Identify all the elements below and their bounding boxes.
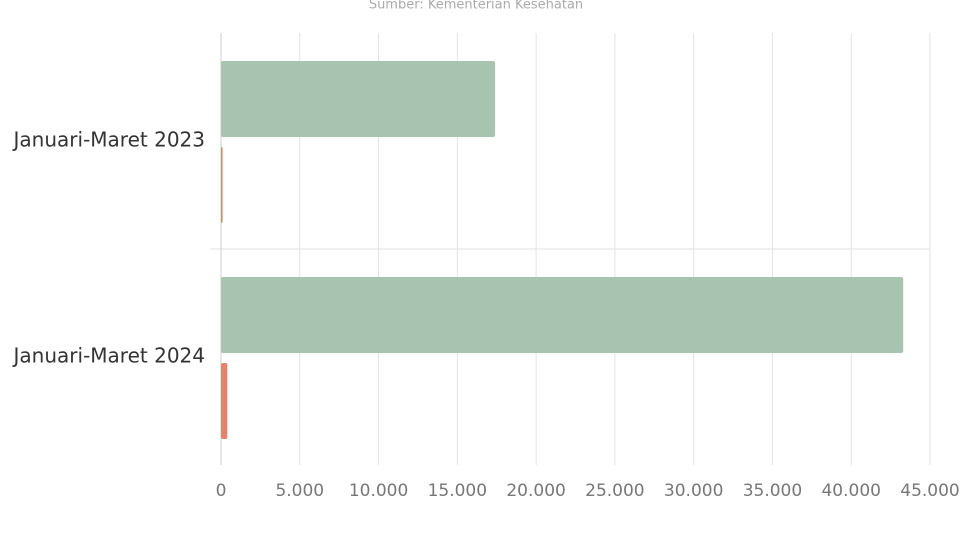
bar — [221, 363, 228, 439]
x-tick-label: 20.000 — [506, 481, 565, 501]
x-tick-label: 5.000 — [275, 481, 324, 501]
bar — [221, 147, 223, 223]
x-tick-label: 30.000 — [664, 481, 723, 501]
bar — [221, 277, 904, 353]
chart-subtitle: Sumber: Kementerian Kesehatan — [369, 0, 583, 13]
x-tick-label: 10.000 — [349, 481, 408, 501]
x-tick-label: 40.000 — [821, 481, 880, 501]
x-tick-label: 45.000 — [900, 481, 959, 501]
x-tick-label: 0 — [216, 481, 227, 501]
y-tick-label: Januari-Maret 2023 — [12, 128, 205, 152]
x-tick-label: 15.000 — [428, 481, 487, 501]
x-tick-label: 35.000 — [743, 481, 802, 501]
y-tick-label: Januari-Maret 2024 — [12, 344, 205, 368]
x-tick-label: 25.000 — [585, 481, 644, 501]
bar — [221, 61, 496, 137]
